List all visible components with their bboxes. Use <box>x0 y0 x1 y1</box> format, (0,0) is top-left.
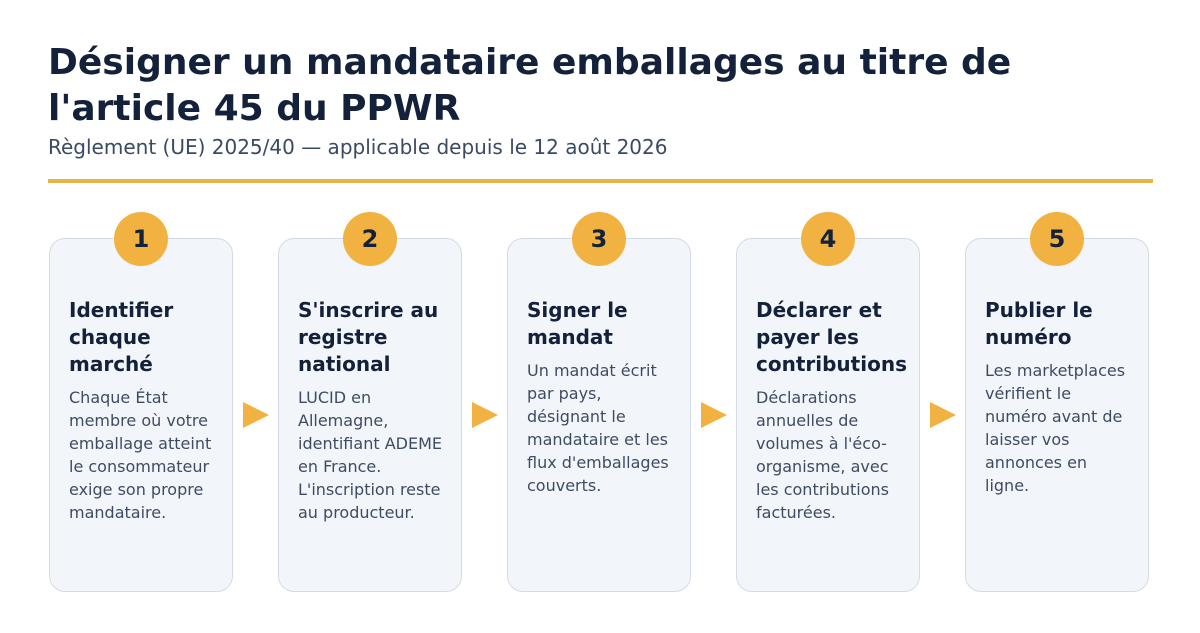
step-description: Les marketplaces vérifient le numéro ava… <box>985 361 1126 495</box>
page-title: Désigner un mandataire emballages au tit… <box>48 42 1012 129</box>
step-number-badge: 1 <box>114 212 168 266</box>
step-title: Publier le numéro <box>985 298 1093 349</box>
step-arrow-icon <box>243 402 269 428</box>
step-number-badge: 3 <box>572 212 626 266</box>
page-subtitle: Règlement (UE) 2025/40 — applicable depu… <box>48 135 668 159</box>
divider <box>48 179 1153 183</box>
step-title: S'inscrire au registre national <box>298 298 439 376</box>
step-card-4: 4 Déclarer et payer les contributions Dé… <box>736 212 920 592</box>
step-arrow-icon <box>930 402 956 428</box>
step-arrow-icon <box>701 402 727 428</box>
step-card-3: 3 Signer le mandat Un mandat écrit par p… <box>507 212 691 592</box>
step-title: Déclarer et payer les contributions <box>756 298 907 376</box>
step-description: Chaque État membre où votre emballage at… <box>69 388 212 522</box>
step-description: Un mandat écrit par pays, désignant le m… <box>527 361 669 495</box>
step-arrow-icon <box>472 402 498 428</box>
step-number-badge: 2 <box>343 212 397 266</box>
step-description: LUCID en Allemagne, identifiant ADEME en… <box>298 388 442 522</box>
step-title: Signer le mandat <box>527 298 628 349</box>
step-card-5: 5 Publier le numéro Les marketplaces vér… <box>965 212 1149 592</box>
step-number-badge: 5 <box>1030 212 1084 266</box>
step-number-badge: 4 <box>801 212 855 266</box>
step-card-1: 1 Identifier chaque marché Chaque État m… <box>49 212 233 592</box>
step-description: Déclarations annuelles de volumes à l'éc… <box>756 388 890 522</box>
step-card-2: 2 S'inscrire au registre national LUCID … <box>278 212 462 592</box>
step-title: Identifier chaque marché <box>69 298 174 376</box>
